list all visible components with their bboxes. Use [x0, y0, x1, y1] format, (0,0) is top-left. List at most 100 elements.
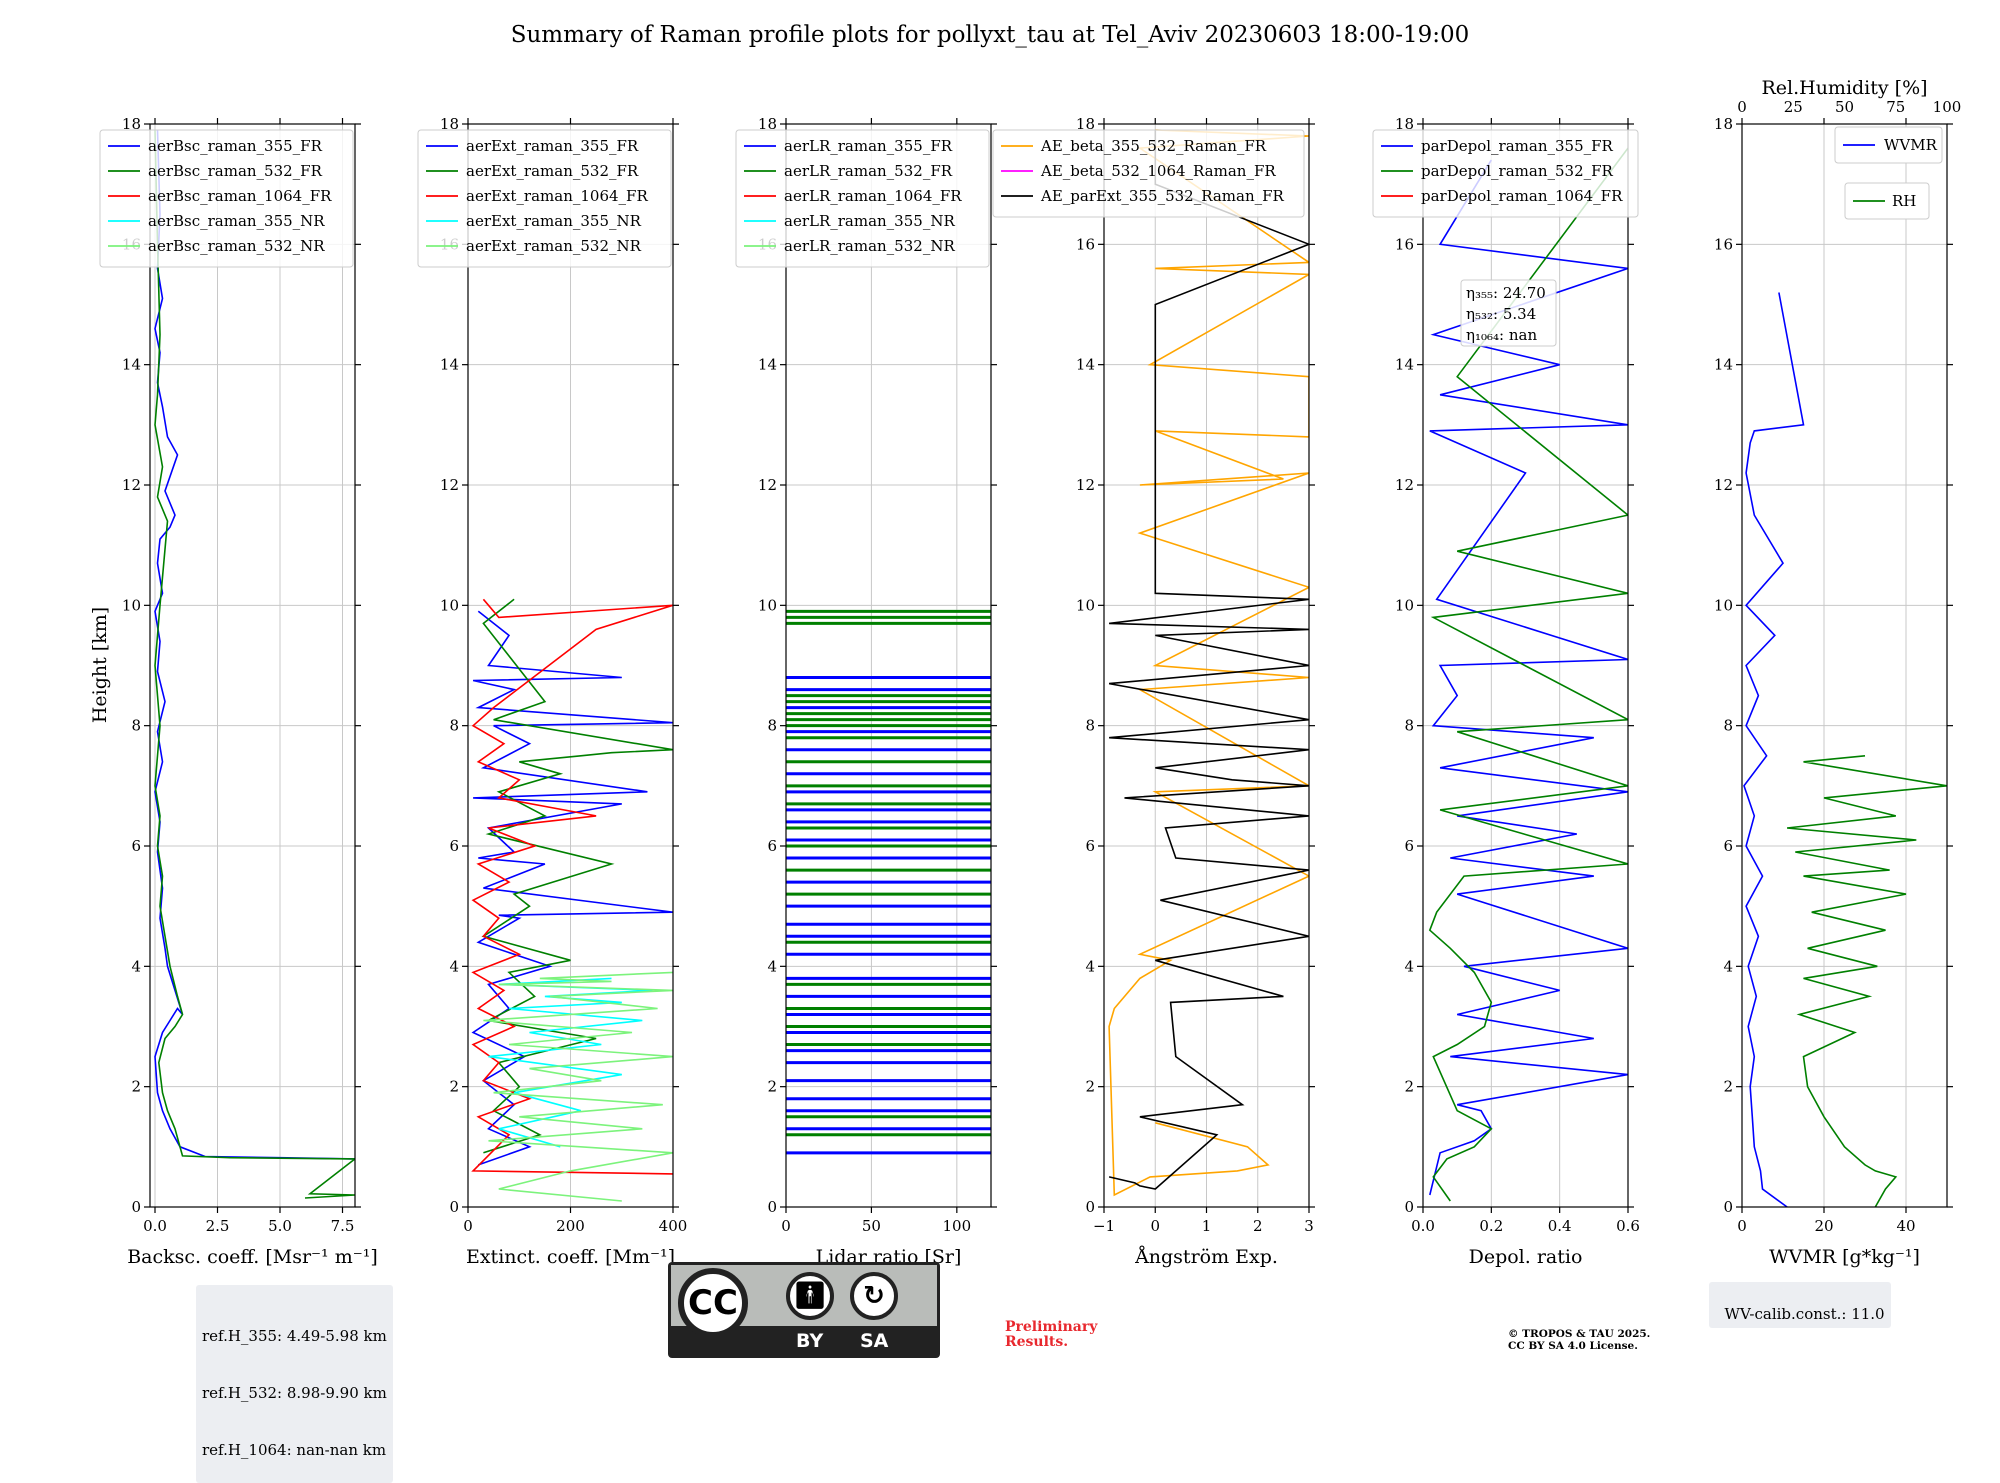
legend-box: [1844, 182, 1930, 220]
x-tick-label: 20: [1814, 1217, 1833, 1235]
y-tick-label: 18: [1076, 115, 1095, 133]
legend-box: [735, 129, 990, 268]
y-tick-label: 10: [440, 596, 459, 614]
y-tick-label: 6: [1723, 837, 1733, 855]
legend-label: aerBsc_raman_532_NR: [148, 237, 325, 255]
series-aerExt_raman_532_FR: [481, 598, 673, 1154]
y-tick-label: 10: [758, 596, 777, 614]
x-tick-label: 2.5: [206, 1217, 230, 1235]
legend-label: aerExt_raman_355_NR: [466, 212, 642, 230]
eta-annotation: η₁₀₆₄: nan: [1466, 326, 1537, 344]
x-tick-label: 0.6: [1616, 1217, 1640, 1235]
y-tick-label: 6: [1404, 837, 1414, 855]
y-tick-label: 0: [1723, 1198, 1733, 1216]
y-tick-label: 14: [122, 356, 141, 374]
y-tick-label: 6: [449, 837, 459, 855]
legend-label: aerExt_raman_1064_FR: [466, 187, 648, 205]
top-x-tick-label: 100: [1933, 98, 1962, 116]
cc-license-badge: CC 🚹︎ ↻ BY SA: [668, 1262, 940, 1358]
wv-calib-box: WV-calib.const.: 11.0: [1709, 1282, 1891, 1328]
y-tick-label: 10: [1714, 596, 1733, 614]
legend-box: [1834, 126, 1943, 164]
series-group: [786, 609, 991, 1155]
x-tick-label: 1: [1202, 1217, 1212, 1235]
y-tick-label: 4: [1723, 957, 1733, 975]
legend-label: aerLR_raman_355_NR: [784, 212, 955, 230]
y-tick-label: 12: [122, 476, 141, 494]
legend-box: [99, 129, 354, 268]
axes-frame: [1741, 123, 1948, 1208]
series-group: [1428, 147, 1628, 1202]
copyright-note: © TROPOS & TAU 2025. CC BY SA 4.0 Licens…: [1508, 1328, 1650, 1352]
y-tick-label: 2: [1404, 1078, 1414, 1096]
y-tick-label: 0: [449, 1198, 459, 1216]
y-tick-label: 8: [767, 717, 777, 735]
legend-label: WVMR: [1884, 136, 1938, 154]
series-group: [471, 598, 673, 1202]
person-icon: 🚹︎: [786, 1272, 834, 1320]
legend-label: RH: [1892, 192, 1916, 210]
y-tick-label: 14: [1395, 356, 1414, 374]
y-tick-label: 18: [122, 115, 141, 133]
x-tick-label: 0.0: [143, 1217, 167, 1235]
preliminary-line-1: Preliminary: [1005, 1319, 1098, 1335]
y-tick-label: 18: [1395, 115, 1414, 133]
series-parDepol_raman_532_FR: [1428, 147, 1628, 1202]
legend-label: parDepol_raman_1064_FR: [1421, 187, 1623, 205]
panel-extinction: 0246810121416180200400Extinct. coeff. [M…: [417, 115, 687, 1268]
y-tick-label: 8: [449, 717, 459, 735]
x-tick-label: 2: [1253, 1217, 1263, 1235]
y-tick-label: 10: [122, 596, 141, 614]
legend-label: aerBsc_raman_532_FR: [148, 162, 323, 180]
legend-box: [992, 129, 1305, 218]
legend: aerBsc_raman_355_FR aerBsc_raman_532_FRae…: [99, 129, 354, 268]
y-tick-label: 8: [1723, 717, 1733, 735]
y-tick-label: 16: [1714, 235, 1733, 253]
series-AE_parExt_355_532_Raman_FR: [1108, 130, 1309, 1190]
y-tick-label: 0: [1085, 1198, 1095, 1216]
ref-height-1064: ref.H_1064: nan-nan km: [202, 1441, 387, 1459]
x-tick-label: 50: [862, 1217, 881, 1235]
panel-lidar_ratio: 024681012141618050100Lidar ratio [Sr]aer…: [735, 115, 997, 1268]
x-tick-label: 0.0: [1411, 1217, 1435, 1235]
legend-box: [417, 129, 672, 268]
x-tick-label: 0.2: [1479, 1217, 1503, 1235]
y-tick-label: 14: [1714, 356, 1733, 374]
legend-label: aerLR_raman_1064_FR: [784, 187, 962, 205]
legend-label: aerLR_raman_532_NR: [784, 237, 955, 255]
annotation-box: [1460, 279, 1557, 347]
copyright-line-1: © TROPOS & TAU 2025.: [1508, 1328, 1651, 1340]
y-tick-label: 2: [131, 1078, 141, 1096]
top-x-axis-label: Rel.Humidity [%]: [1761, 77, 1927, 99]
y-tick-label: 2: [767, 1078, 777, 1096]
ref-height-box: ref.H_355: 4.49-5.98 km ref.H_532: 8.98-…: [196, 1285, 393, 1483]
series-aerExt_raman_1064_FR: [471, 598, 673, 1175]
legend-label: aerBsc_raman_355_FR: [148, 137, 323, 155]
eta-annotation: η₅₃₂: 5.34: [1466, 305, 1536, 323]
y-tick-label: 2: [449, 1078, 459, 1096]
legend-label: parDepol_raman_532_FR: [1421, 162, 1614, 180]
series-WVMR: [1743, 292, 1805, 1207]
figure-title: Summary of Raman profile plots for polly…: [510, 22, 1470, 48]
x-tick-label: −1: [1093, 1217, 1115, 1235]
legend: aerExt_raman_355_FR aerExt_raman_532_FRae…: [417, 129, 672, 268]
y-tick-label: 6: [1085, 837, 1095, 855]
y-tick-label: 8: [1085, 717, 1095, 735]
legend-label: aerLR_raman_355_FR: [784, 137, 953, 155]
x-axis-label: Backsc. coeff. [Msr⁻¹ m⁻¹]: [127, 1246, 378, 1268]
x-tick-label: 40: [1896, 1217, 1915, 1235]
series-parDepol_raman_355_FR: [1429, 159, 1628, 1196]
legend: WVMR RH: [1834, 126, 1943, 220]
y-tick-label: 16: [1395, 235, 1414, 253]
y-tick-label: 0: [1404, 1198, 1414, 1216]
cc-sa-label: SA: [860, 1330, 889, 1352]
cc-icon-text: CC: [688, 1283, 738, 1323]
series-group: [154, 129, 355, 1199]
x-axis-label: Ångström Exp.: [1134, 1246, 1278, 1268]
y-tick-label: 12: [440, 476, 459, 494]
y-tick-label: 2: [1723, 1078, 1733, 1096]
x-tick-label: 7.5: [331, 1217, 355, 1235]
y-tick-label: 18: [758, 115, 777, 133]
